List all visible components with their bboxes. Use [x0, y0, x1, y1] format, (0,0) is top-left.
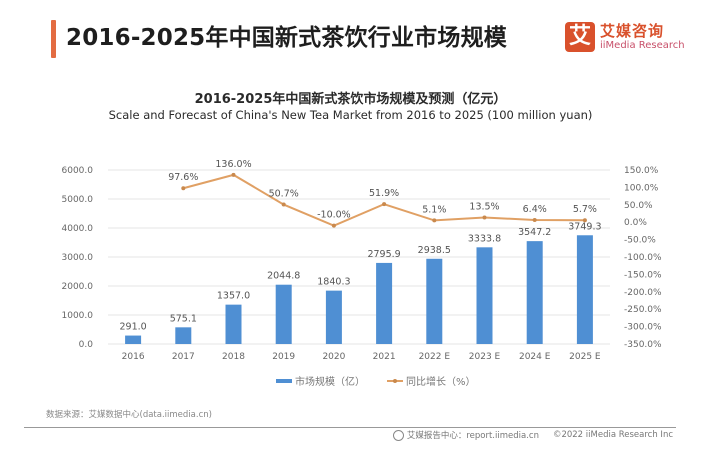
- growth-value-label: 50.7%: [269, 189, 299, 200]
- bar-2017: [175, 327, 192, 344]
- x-axis-tick-label: 2017: [172, 352, 195, 362]
- growth-value-label: 136.0%: [215, 159, 251, 170]
- right-axis-tick-label: -150.0%: [624, 270, 662, 280]
- bar-2023-e: [476, 247, 493, 344]
- bar-data-labels: 291.0 575.1 1357.0 2044.8 1840.3 2795.9 2938.5…: [119, 221, 601, 332]
- left-axis-tick-label: 3000.0: [62, 253, 94, 263]
- growth-point: [382, 202, 387, 207]
- bar-value-label: 1840.3: [317, 277, 350, 288]
- bar-2022-e: [426, 258, 443, 344]
- right-axis-tick-label: 0.0%: [624, 218, 647, 228]
- chart-title: 2016-2025年中国新式茶饮市场规模及预测（亿元）: [194, 92, 507, 107]
- right-axis-tick-label: -250.0%: [624, 305, 662, 315]
- bar-2019: [275, 284, 292, 344]
- page-title: 2016-2025年中国新式茶饮行业市场规模: [66, 25, 507, 51]
- chart-subtitle: Scale and Forecast of China's New Tea Ma…: [108, 108, 593, 122]
- line-series: [181, 172, 587, 228]
- x-axis-tick-label: 2021: [373, 352, 396, 362]
- x-axis-tick-label: 2022 E: [419, 352, 451, 362]
- bar-value-label: 291.0: [119, 322, 146, 333]
- logo-text: 艾媒咨询 iiMedia Research: [600, 21, 685, 52]
- growth-value-label: 5.7%: [573, 204, 597, 215]
- right-axis-tick-label: 50.0%: [624, 201, 653, 211]
- data-source: 数据来源：艾媒数据中心(data.iimedia.cn): [46, 410, 212, 420]
- footer-divider: [24, 427, 676, 428]
- logo-name-cn: 艾媒咨询: [600, 21, 665, 40]
- growth-value-label: 6.4%: [523, 204, 547, 215]
- gridlines: [108, 169, 610, 345]
- bar-value-label: 2044.8: [267, 271, 300, 282]
- left-axis-tick-label: 6000.0: [62, 166, 94, 176]
- x-axis-tick-label: 2018: [222, 352, 245, 362]
- growth-value-label: 51.9%: [369, 188, 399, 199]
- right-axis-tick-label: -350.0%: [624, 340, 662, 350]
- bar-value-label: 2938.5: [418, 245, 451, 256]
- bar-value-label: 3547.2: [518, 227, 551, 238]
- left-axis-tick-label: 5000.0: [62, 195, 94, 205]
- bar-value-label: 3333.8: [468, 233, 501, 244]
- legend-item-yoy-growth[interactable]: 同比增长（%）: [387, 373, 476, 388]
- growth-point: [231, 172, 236, 177]
- x-axis-tick-label: 2019: [272, 352, 295, 362]
- bar-2018: [225, 304, 242, 344]
- line-data-labels: 97.6% 136.0% 50.7% -10.0% 51.9% 5.1% 13.5% 6.4%…: [168, 159, 597, 221]
- growth-point: [281, 202, 286, 207]
- report-center-link[interactable]: 艾媒报告中心：report.iimedia.cn: [406, 431, 539, 441]
- bar-value-label: 1357.0: [217, 291, 250, 302]
- logo-name-en: iiMedia Research: [600, 39, 685, 51]
- x-axis-tick-label: 2020: [322, 352, 345, 362]
- right-axis-tick-label: 100.0%: [624, 183, 659, 193]
- x-axis-tick-label: 2023 E: [469, 352, 501, 362]
- growth-point: [482, 215, 487, 220]
- iimedia-logo: 艾 艾媒咨询 iiMedia Research: [565, 22, 685, 52]
- bar-2025-e: [576, 235, 593, 344]
- line-swatch-icon: [387, 378, 403, 383]
- left-axis-tick-label: 1000.0: [62, 311, 94, 321]
- left-axis-ticks: 0.0 1000.0 2000.0 3000.0 4000.0 5000.0 6000.0: [62, 166, 94, 350]
- bar-2021: [376, 262, 393, 344]
- bar-swatch-icon: [276, 378, 292, 383]
- bar-value-label: 2795.9: [367, 249, 400, 260]
- growth-value-label: -10.0%: [317, 210, 351, 221]
- growth-value-label: 97.6%: [168, 172, 198, 183]
- x-axis-tick-label: 2016: [122, 352, 145, 362]
- logo-mark-icon: 艾: [565, 22, 595, 52]
- x-axis-tick-label: 2025 E: [569, 352, 601, 362]
- growth-point: [532, 217, 537, 222]
- left-axis-tick-label: 0.0: [79, 340, 94, 350]
- right-axis-tick-label: 150.0%: [624, 166, 659, 176]
- growth-value-label: 13.5%: [469, 202, 499, 213]
- footer: 艾媒报告中心：report.iimedia.cn ©2022 iiMedia R…: [392, 429, 673, 441]
- left-axis-tick-label: 4000.0: [62, 224, 94, 234]
- legend-label: 同比增长（%）: [406, 377, 476, 388]
- bar-2016: [125, 335, 142, 344]
- right-axis-tick-label: -200.0%: [624, 288, 662, 298]
- growth-line: [183, 173, 585, 227]
- report-center-icon: [392, 429, 404, 441]
- right-axis-tick-label: -50.0%: [624, 236, 656, 246]
- title-accent-bar: [51, 20, 56, 58]
- legend-label: 市场规模（亿）: [295, 377, 365, 388]
- bar-value-label: 3749.3: [568, 221, 601, 232]
- copyright: ©2022 iiMedia Research Inc: [552, 430, 673, 440]
- growth-point: [331, 223, 336, 228]
- x-axis-tick-label: 2024 E: [519, 352, 551, 362]
- growth-point: [582, 218, 587, 223]
- bar-2024-e: [526, 241, 543, 344]
- legend-item-market-size[interactable]: 市场规模（亿）: [276, 373, 365, 388]
- growth-point: [432, 218, 437, 223]
- x-axis-ticks: 2016 2017 2018 2019 2020 2021 2022 E 2023 E 2024…: [122, 352, 601, 362]
- right-axis-tick-label: -300.0%: [624, 323, 662, 333]
- growth-value-label: 5.1%: [422, 204, 446, 215]
- right-axis-ticks: -350.0% -300.0% -250.0% -200.0% -150.0% -100.…: [624, 166, 662, 350]
- bar-2020: [325, 290, 342, 344]
- legend: 市场规模（亿） 同比增长（%）: [276, 373, 498, 388]
- right-axis-tick-label: -100.0%: [624, 253, 662, 263]
- bar-series: [125, 235, 593, 344]
- bar-value-label: 575.1: [170, 313, 197, 324]
- left-axis-tick-label: 2000.0: [62, 282, 94, 292]
- growth-point: [181, 186, 186, 191]
